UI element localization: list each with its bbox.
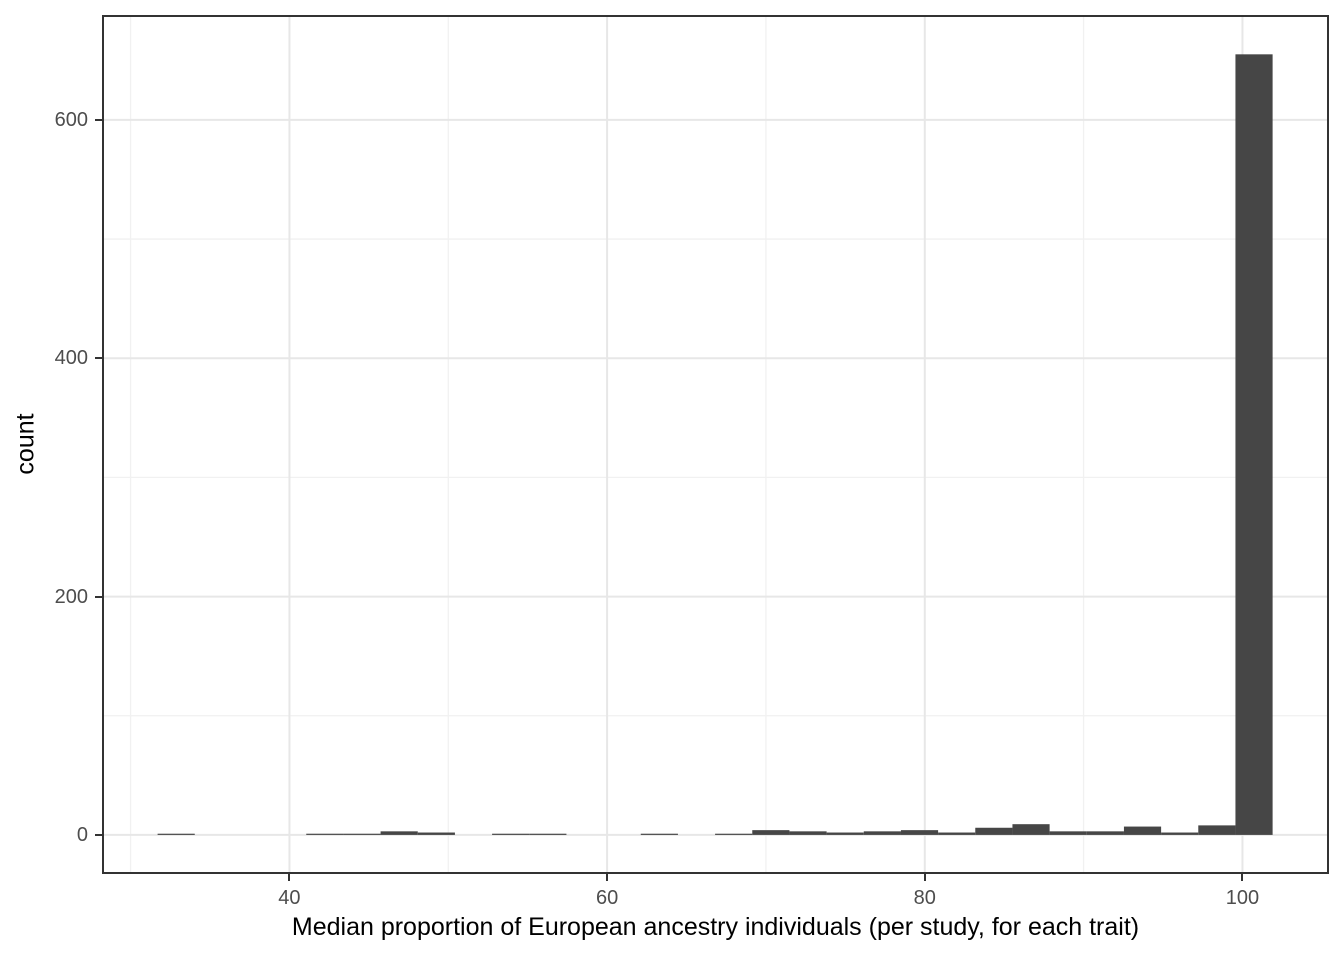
histogram-bar [417, 832, 455, 835]
histogram-bar [1123, 826, 1162, 835]
x-tick-mark [1241, 874, 1244, 881]
histogram-bar [752, 830, 790, 835]
x-axis-title: Median proportion of European ancestry i… [291, 913, 1140, 941]
histogram-bar [529, 833, 567, 835]
y-tick-label: 600 [54, 108, 88, 131]
y-tick-mark [95, 118, 102, 121]
histogram-bar [975, 827, 1013, 835]
histogram-bar [380, 831, 418, 835]
x-tick-label: 60 [595, 887, 619, 909]
histogram-bar [938, 832, 976, 835]
histogram-bar [640, 833, 678, 835]
histogram-bar [1161, 832, 1199, 835]
histogram-bar [492, 833, 530, 835]
histogram-bar [1086, 831, 1124, 835]
x-tick-label: 100 [1225, 887, 1260, 909]
histogram-bar [1235, 54, 1273, 835]
histogram-bar [826, 832, 864, 835]
histogram-bar [789, 831, 827, 835]
histogram-bar [306, 833, 344, 835]
histogram-bar [1012, 824, 1050, 835]
histogram-bar [863, 831, 901, 835]
histogram-bar [1198, 825, 1236, 835]
x-tick-mark [606, 874, 609, 881]
y-tick-label: 400 [54, 347, 88, 370]
histogram-bar [343, 833, 381, 835]
y-tick-mark [95, 595, 102, 598]
x-tick-mark [923, 874, 926, 881]
y-tick-label: 0 [76, 823, 88, 846]
histogram-bar [900, 830, 939, 835]
plot-panel [102, 15, 1329, 874]
x-tick-label: 40 [278, 887, 301, 909]
x-tick-label: 80 [913, 887, 936, 909]
y-axis-title: count [11, 413, 40, 475]
y-tick-label: 200 [54, 585, 88, 608]
histogram-bar [1049, 831, 1087, 835]
x-tick-mark [288, 874, 291, 881]
plot-area [102, 15, 1329, 874]
panel-border [102, 15, 1329, 874]
histogram-bar [157, 833, 195, 835]
histogram-bar [715, 833, 753, 835]
y-tick-mark [95, 357, 102, 360]
y-tick-mark [95, 833, 102, 836]
